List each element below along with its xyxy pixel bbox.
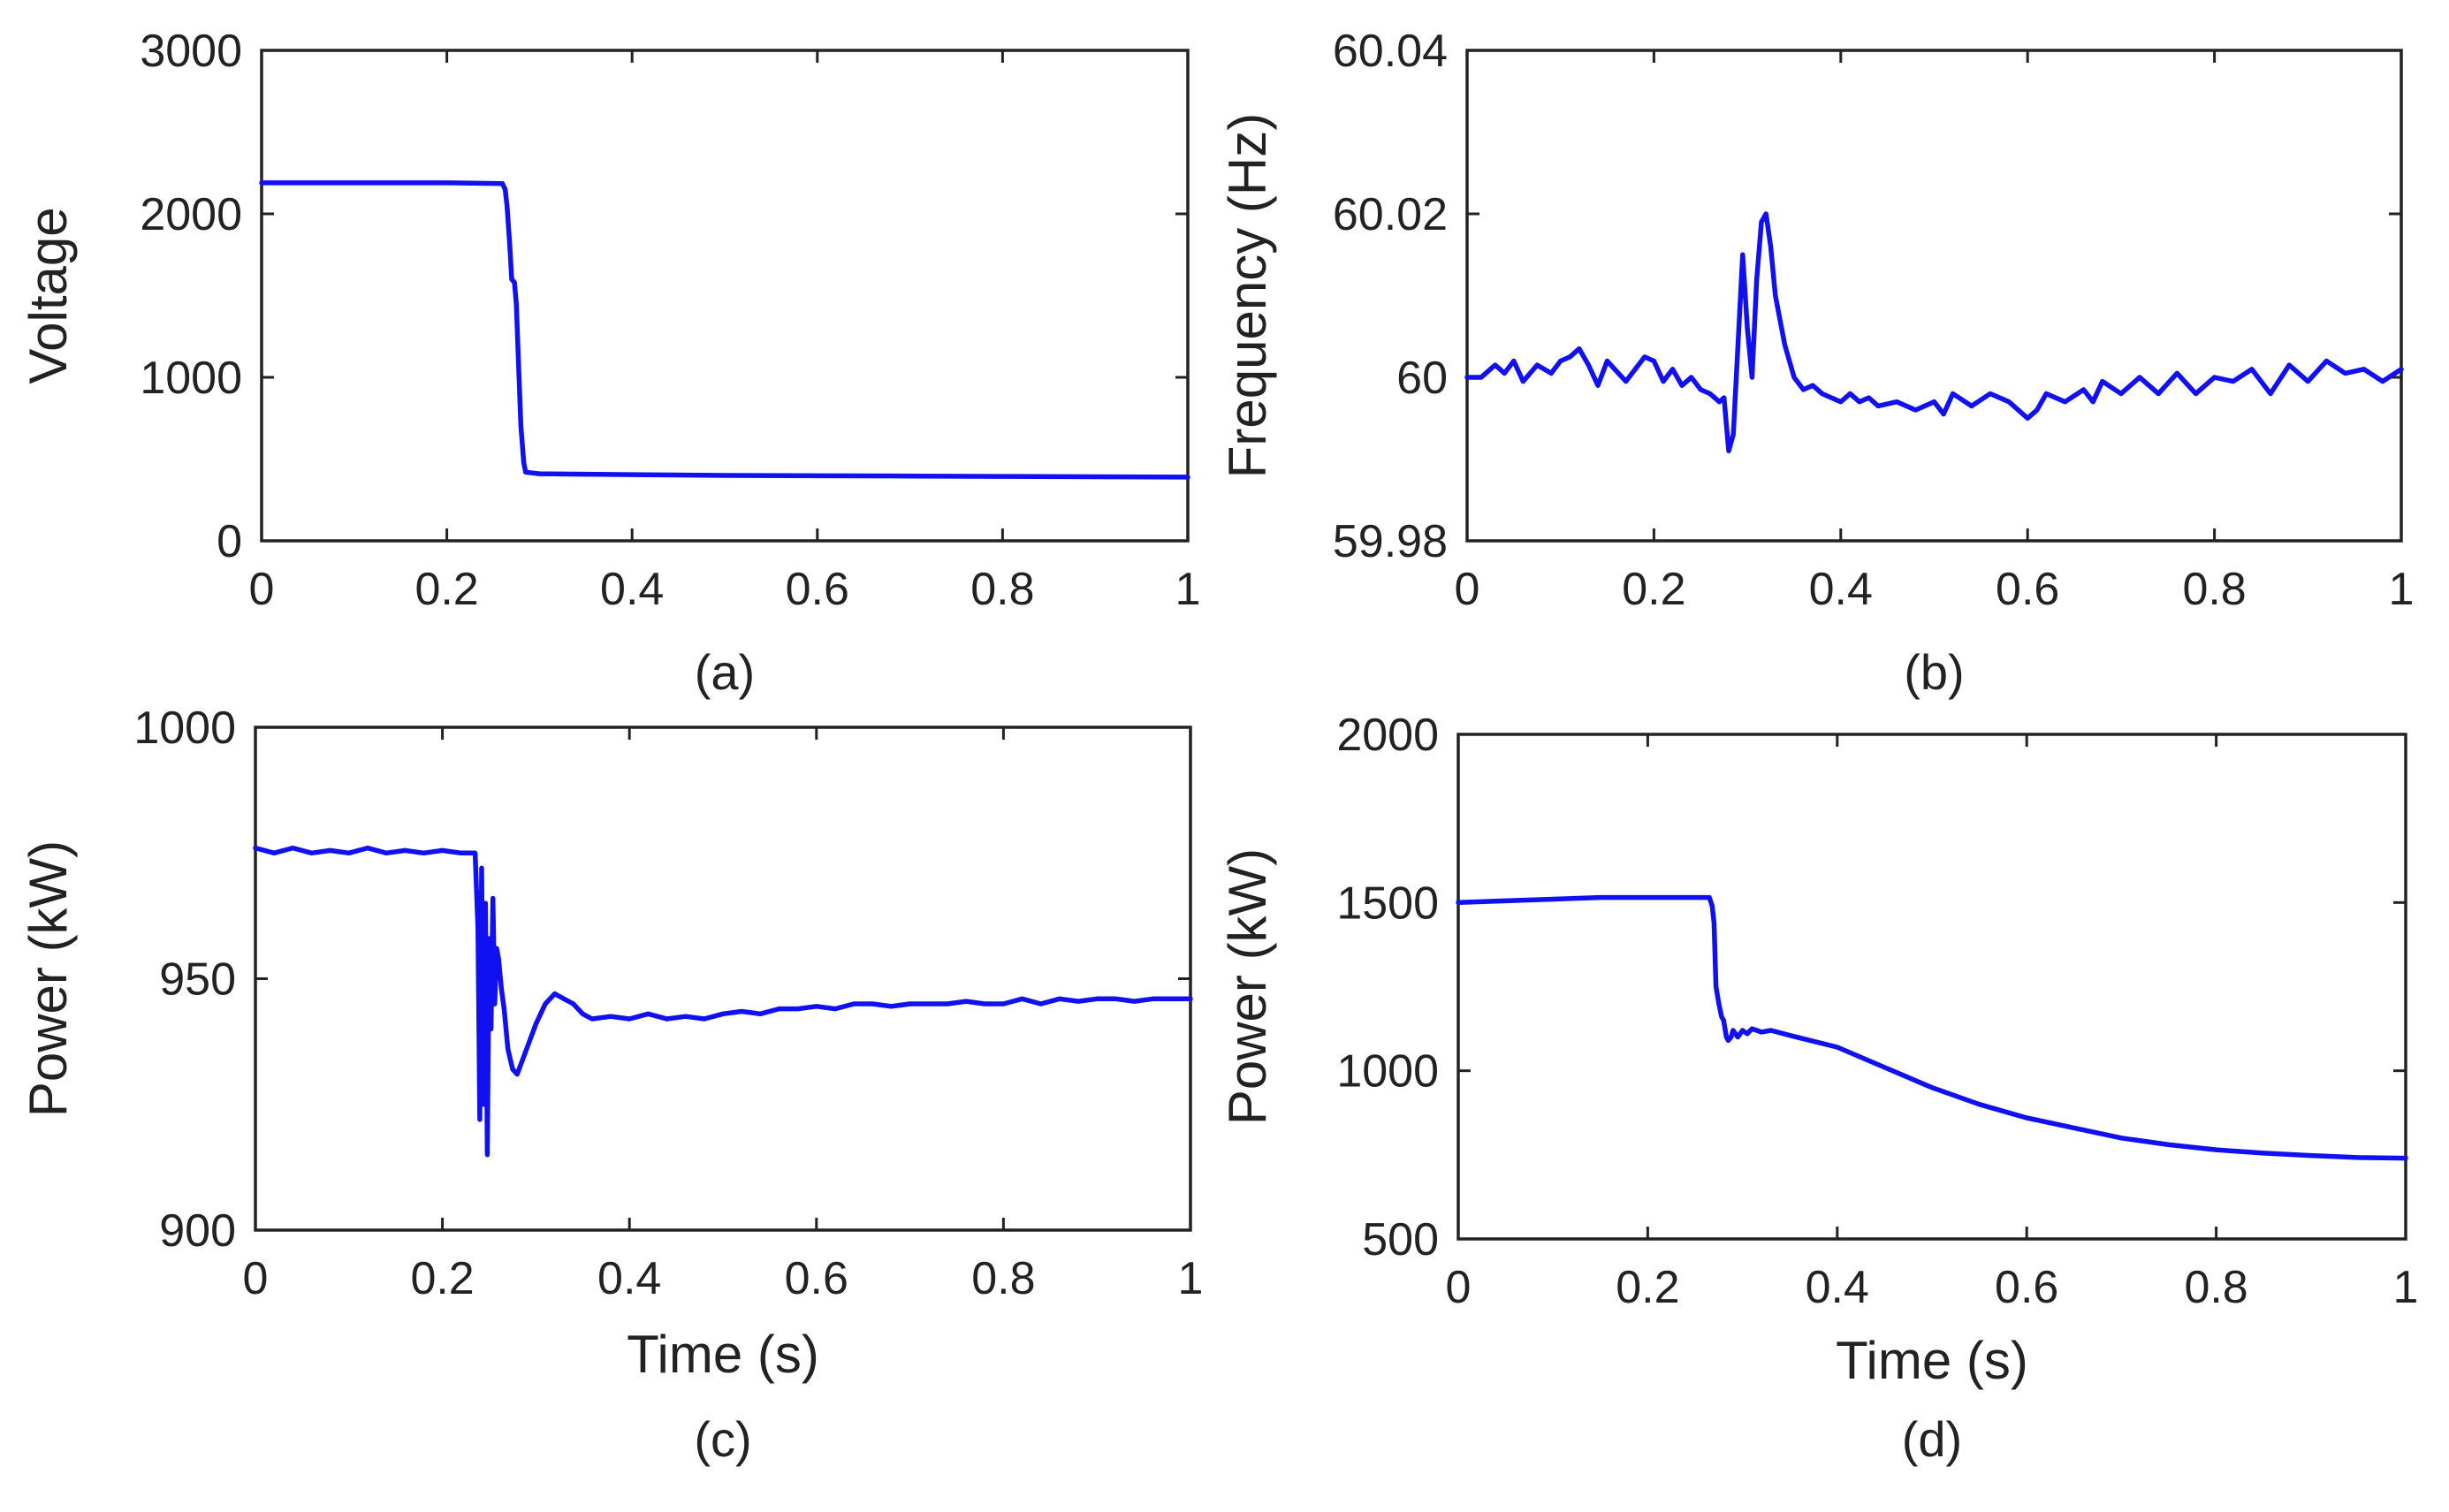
axes-box-c xyxy=(254,726,1192,1232)
series-line-a xyxy=(259,180,1190,480)
y-tick-label: 1000 xyxy=(1336,1046,1439,1098)
x-axis-label: Time (s) xyxy=(1836,1331,2028,1390)
y-tick-label: 2000 xyxy=(140,189,242,240)
x-tick-label: 0 xyxy=(243,1253,269,1304)
x-axis-label: Time (s) xyxy=(627,1325,819,1384)
panel-a: 0 0.2 0.4 0.6 0.8 1 0 1000 2000 3000 Voltage (a) xyxy=(19,26,1200,700)
y-tick-label: 2000 xyxy=(1336,710,1439,761)
y-axis-label: Power (kW) xyxy=(1218,848,1277,1125)
x-tick-label: 0.4 xyxy=(597,1253,661,1304)
series-line-b xyxy=(1464,211,2404,453)
x-tick-label: 0.4 xyxy=(1809,564,1873,615)
x-tick-label: 0.8 xyxy=(2184,1262,2247,1313)
panel-caption: (c) xyxy=(694,1411,751,1467)
axes-box-b xyxy=(1465,49,2403,543)
y-tick-label: 1000 xyxy=(140,353,242,404)
x-tick-label: 0.4 xyxy=(1806,1262,1869,1313)
axes-box-a xyxy=(260,49,1190,543)
x-tick-label: 1 xyxy=(1178,1253,1204,1304)
x-tick-label: 0.6 xyxy=(786,564,849,615)
y-tick-label: 59.98 xyxy=(1333,516,1448,567)
panel-b: 0 0.2 0.4 0.6 0.8 1 59.98 60 60.02 60.04 Frequency… xyxy=(1218,26,2414,700)
x-tick-label: 0 xyxy=(1455,564,1480,615)
axes-box-d xyxy=(1456,733,2407,1241)
x-tick-label: 0.6 xyxy=(1995,1262,2058,1313)
y-axis-label: Frequency (Hz) xyxy=(1218,113,1277,478)
panel-caption: (a) xyxy=(695,644,755,700)
x-tick-label: 0.2 xyxy=(1622,564,1685,615)
y-axis-label: Voltage xyxy=(19,207,78,384)
x-tick-label: 0.2 xyxy=(1616,1262,1679,1313)
x-tick-label: 0.8 xyxy=(2182,564,2246,615)
panel-c: 0 0.2 0.4 0.6 0.8 1 900 950 1000 Power (kW) Time (… xyxy=(19,703,1203,1467)
y-tick-label: 3000 xyxy=(140,26,242,77)
x-tick-label: 0.8 xyxy=(971,1253,1035,1304)
y-tick-label: 60.04 xyxy=(1333,26,1448,77)
y-axis-label: Power (kW) xyxy=(19,840,78,1117)
y-tick-label: 60 xyxy=(1396,353,1448,404)
x-tick-label: 0 xyxy=(1446,1262,1472,1313)
x-tick-label: 0.8 xyxy=(970,564,1034,615)
x-tick-label: 0.4 xyxy=(600,564,664,615)
x-tick-label: 0.6 xyxy=(785,1253,848,1304)
x-tick-label: 0.6 xyxy=(1996,564,2059,615)
x-tick-label: 1 xyxy=(2393,1262,2419,1313)
x-tick-label: 0 xyxy=(249,564,275,615)
y-tick-label: 500 xyxy=(1362,1214,1439,1265)
y-tick-label: 900 xyxy=(159,1205,236,1257)
x-tick-label: 1 xyxy=(2389,564,2415,615)
panel-caption: (b) xyxy=(1904,644,1964,700)
x-tick-label: 0.2 xyxy=(415,564,478,615)
y-tick-label: 0 xyxy=(217,516,242,567)
x-tick-label: 1 xyxy=(1175,564,1201,615)
series-line-c xyxy=(253,845,1193,1158)
y-tick-label: 1500 xyxy=(1336,878,1439,929)
y-tick-label: 60.02 xyxy=(1333,189,1448,240)
y-tick-label: 1000 xyxy=(133,703,236,754)
x-tick-label: 0.2 xyxy=(410,1253,474,1304)
series-line-d xyxy=(1456,894,2408,1161)
panel-caption: (d) xyxy=(1902,1411,1962,1467)
y-tick-label: 950 xyxy=(159,954,236,1006)
